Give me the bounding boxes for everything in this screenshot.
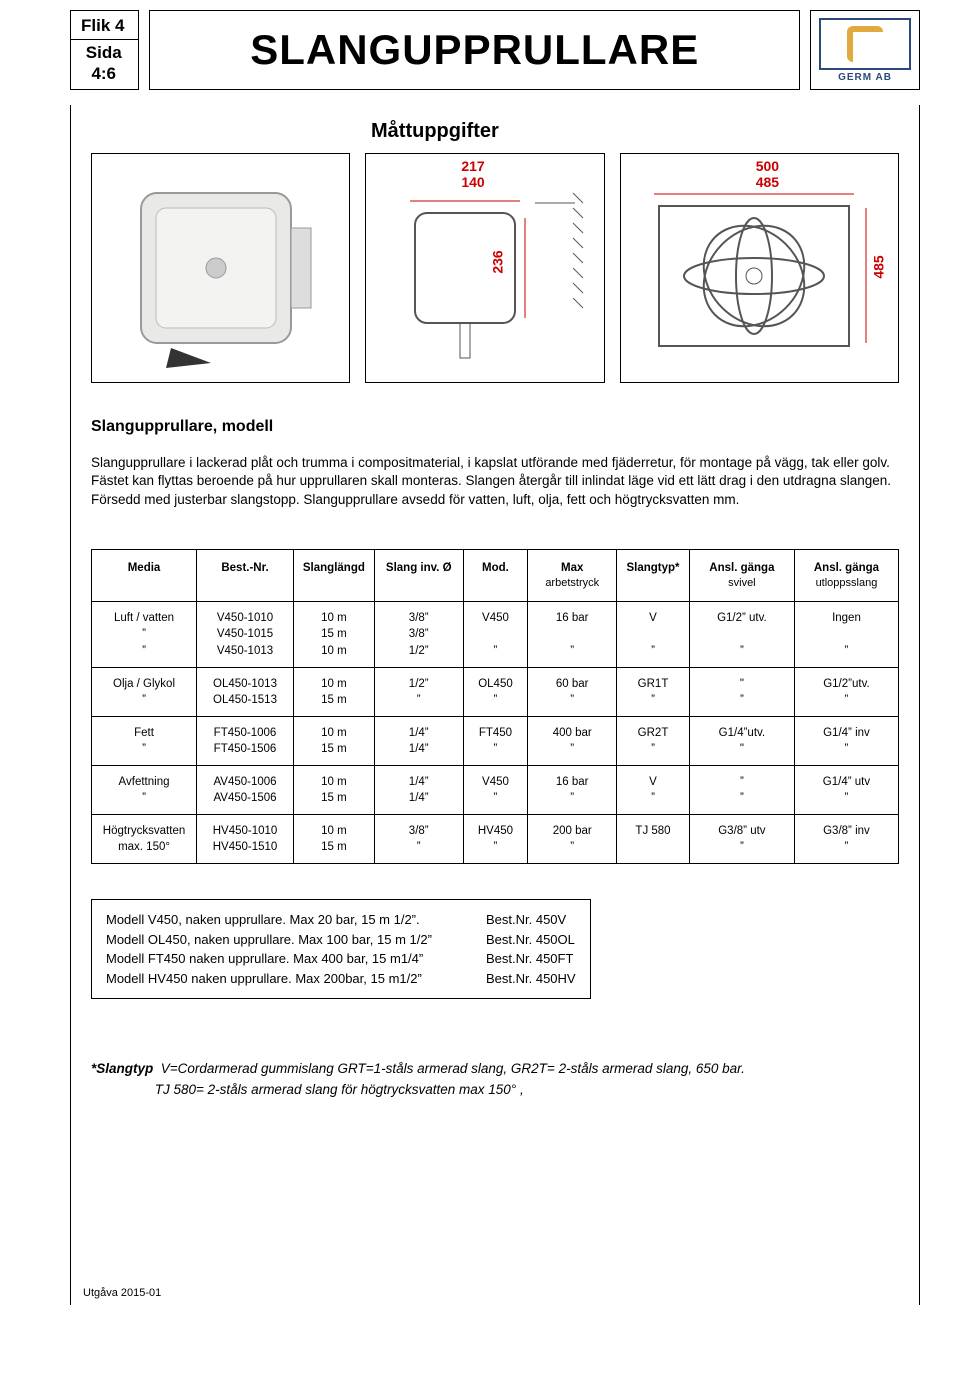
table-cell: Fett”	[91, 717, 196, 766]
table-cell: FT450-1006FT450-1506	[196, 717, 293, 766]
naken-row: Modell V450, naken upprullare. Max 20 ba…	[106, 910, 576, 930]
spec-table: MediaBest.-Nr.SlanglängdSlang inv. ØMod.…	[91, 549, 899, 865]
table-cell: V ”	[616, 602, 689, 667]
table-cell: G1/4” inv”	[794, 717, 899, 766]
utgava: Utgåva 2015-01	[83, 1287, 161, 1299]
footnote: *Slangtyp V=Cordarmerad gummislang GRT=1…	[91, 1059, 899, 1100]
table-cell: "”	[689, 668, 794, 717]
table-cell: 3/8””	[374, 815, 463, 864]
naken-row: Modell FT450 naken upprullare. Max 400 b…	[106, 949, 576, 969]
table-cell: 60 bar”	[527, 668, 616, 717]
table-cell: G1/4”utv."	[689, 717, 794, 766]
table-cell: 10 m15 m	[293, 815, 374, 864]
table-cell: 200 bar”	[527, 815, 616, 864]
table-cell: Avfettning”	[91, 766, 196, 815]
table-cell: HV450”	[463, 815, 528, 864]
table-cell: V”	[616, 766, 689, 815]
sida-label: Sida	[86, 43, 122, 62]
table-cell: GR2T”	[616, 717, 689, 766]
table-cell: Ingen ”	[794, 602, 899, 667]
table-cell: G1/2” utv. ”	[689, 602, 794, 667]
naken-box: Modell V450, naken upprullare. Max 20 ba…	[91, 899, 591, 999]
table-cell: 16 bar ”	[527, 602, 616, 667]
table-cell: G1/4” utv”	[794, 766, 899, 815]
table-cell: 3/8”3/8”1/2”	[374, 602, 463, 667]
table-cell: GR1T”	[616, 668, 689, 717]
table-cell: TJ 580	[616, 815, 689, 864]
table-cell: Luft / vatten””	[91, 602, 196, 667]
table-cell: OL450”	[463, 668, 528, 717]
col-header: Slangtyp*	[616, 549, 689, 602]
flik-label: Flik 4	[70, 10, 139, 39]
table-cell: 1/4”1/4”	[374, 766, 463, 815]
table-cell: 16 bar”	[527, 766, 616, 815]
table-cell: G3/8” utv”	[689, 815, 794, 864]
table-cell: 10 m15 m	[293, 668, 374, 717]
col-header: Maxarbetstryck	[527, 549, 616, 602]
table-cell: Olja / Glykol”	[91, 668, 196, 717]
table-cell: 1/4”1/4”	[374, 717, 463, 766]
table-cell: 1/2””	[374, 668, 463, 717]
table-cell: 400 bar”	[527, 717, 616, 766]
drawing-iso	[91, 153, 350, 383]
naken-row: Modell OL450, naken upprullare. Max 100 …	[106, 930, 576, 950]
table-cell: V450 ”	[463, 602, 528, 667]
intro-text: Slangupprullare i lackerad plåt och trum…	[91, 454, 899, 509]
table-cell: HV450-1010HV450-1510	[196, 815, 293, 864]
col-header: Ansl. gängasvivel	[689, 549, 794, 602]
table-cell: G1/2”utv.”	[794, 668, 899, 717]
table-cell: 10 m15 m10 m	[293, 602, 374, 667]
header: Flik 4 Sida 4:6 SLANGUPPRULLARE GERM AB	[70, 10, 920, 90]
table-cell: Högtrycksvattenmax. 150°	[91, 815, 196, 864]
intro: Slangupprullare, modell Slangupprullare …	[91, 418, 899, 509]
col-header: Media	[91, 549, 196, 602]
col-header: Mod.	[463, 549, 528, 602]
col-header: Slang inv. Ø	[374, 549, 463, 602]
logo-text: GERM AB	[838, 72, 892, 83]
sida-value: 4:6	[91, 64, 116, 83]
table-cell: 10 m15 m	[293, 717, 374, 766]
intro-heading: Slangupprullare, modell	[91, 418, 899, 436]
table-cell: G3/8” inv”	[794, 815, 899, 864]
table-cell: FT450”	[463, 717, 528, 766]
table-cell: ””	[689, 766, 794, 815]
col-header: Ansl. gängautloppsslang	[794, 549, 899, 602]
table-cell: OL450-1013OL450-1513	[196, 668, 293, 717]
col-header: Slanglängd	[293, 549, 374, 602]
drawing-rear: 500 485 485	[620, 153, 899, 383]
drawings: 217 140 236 500	[91, 153, 899, 383]
table-cell: V450-1010V450-1015V450-1013	[196, 602, 293, 667]
page-title: SLANGUPPRULLARE	[149, 10, 800, 90]
col-header: Best.-Nr.	[196, 549, 293, 602]
section-title: Måttuppgifter	[371, 120, 899, 143]
table-cell: V450”	[463, 766, 528, 815]
sida-box: Sida 4:6	[70, 39, 139, 90]
logo: GERM AB	[810, 10, 920, 90]
drawing-side: 217 140 236	[365, 153, 604, 383]
table-cell: 10 m15 m	[293, 766, 374, 815]
table-cell: AV450-1006AV450-1506	[196, 766, 293, 815]
naken-row: Modell HV450 naken upprullare. Max 200ba…	[106, 969, 576, 989]
